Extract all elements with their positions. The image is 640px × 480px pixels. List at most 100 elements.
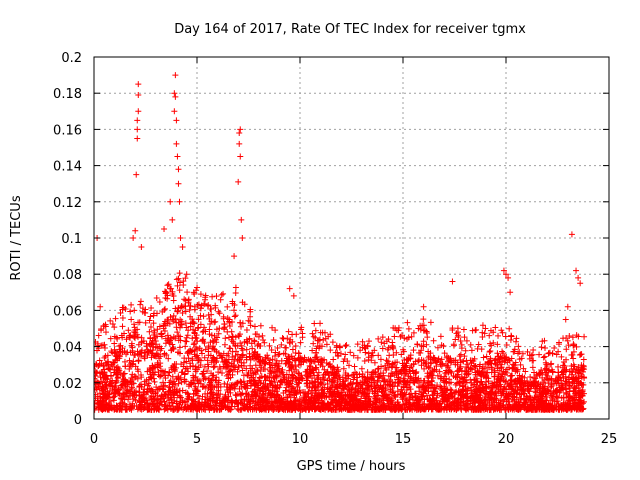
data-point [454, 374, 461, 381]
data-point [192, 383, 199, 390]
data-point [195, 378, 202, 385]
data-point [175, 380, 182, 387]
data-point [216, 363, 223, 370]
data-point [399, 395, 406, 402]
data-point [316, 399, 323, 406]
data-point [190, 362, 197, 369]
data-point [189, 397, 196, 404]
data-point [190, 391, 197, 398]
data-point [431, 388, 438, 395]
data-point [581, 398, 588, 405]
data-point [140, 394, 147, 401]
data-point [234, 368, 241, 375]
data-point [106, 366, 113, 373]
data-point [229, 354, 236, 361]
y-axis-title: ROTI / TECUs [9, 195, 24, 280]
data-point [575, 364, 582, 371]
data-point [313, 366, 320, 373]
data-point [170, 318, 177, 325]
data-point [215, 330, 222, 337]
data-point [521, 399, 528, 406]
data-point [306, 398, 313, 405]
data-point [527, 398, 534, 405]
data-point [278, 368, 285, 375]
data-point [278, 357, 285, 364]
data-point [400, 377, 407, 384]
data-point [494, 359, 501, 366]
data-point [408, 362, 415, 369]
data-point [508, 391, 515, 398]
data-point [269, 391, 276, 398]
data-point [215, 369, 222, 376]
data-point [196, 345, 203, 352]
data-point [173, 361, 180, 368]
data-point [456, 379, 463, 386]
data-point [562, 381, 569, 388]
data-point [114, 364, 121, 371]
data-point [286, 391, 293, 398]
data-point [412, 358, 419, 365]
data-point [96, 361, 103, 368]
data-point [339, 380, 346, 387]
data-point [359, 373, 366, 380]
data-point [549, 396, 556, 403]
data-point [389, 363, 396, 370]
data-point [395, 370, 402, 377]
data-point [503, 378, 510, 385]
data-point [135, 358, 142, 365]
data-point [237, 378, 244, 385]
data-point [430, 384, 437, 391]
data-point [338, 389, 345, 396]
x-tick-label: 10 [292, 432, 309, 447]
data-point [556, 389, 563, 396]
data-point [349, 406, 356, 413]
data-point [187, 313, 194, 320]
data-point [182, 308, 189, 315]
data-point [200, 338, 207, 345]
data-point [253, 405, 260, 412]
data-point [382, 365, 389, 372]
data-point [271, 375, 278, 382]
data-point [204, 390, 211, 397]
data-point [394, 359, 401, 366]
data-point [542, 397, 549, 404]
data-point [403, 382, 410, 389]
data-point [169, 316, 176, 323]
data-point [97, 374, 104, 381]
data-point [107, 382, 114, 389]
data-point [459, 391, 466, 398]
data-point [170, 344, 177, 351]
data-point [162, 375, 169, 382]
data-point [417, 384, 424, 391]
y-tick-label: 0.04 [53, 341, 82, 356]
data-point [141, 398, 148, 405]
data-point [349, 372, 356, 379]
data-point [500, 377, 507, 384]
y-tick-label: 0.18 [53, 87, 82, 102]
data-point [464, 361, 471, 368]
data-point [141, 355, 148, 362]
y-tick-label: 0.2 [61, 51, 82, 66]
data-point [176, 344, 183, 351]
data-point [222, 404, 229, 411]
y-tick-label: 0.16 [53, 123, 82, 138]
data-point [444, 386, 451, 393]
data-point [199, 393, 206, 400]
data-point [172, 335, 179, 342]
data-point [391, 392, 398, 399]
data-point [415, 375, 422, 382]
data-point [508, 383, 515, 390]
data-point [361, 390, 368, 397]
y-tick-label: 0.1 [61, 232, 82, 247]
data-point [398, 406, 405, 413]
data-point [483, 383, 490, 390]
data-point [218, 369, 225, 376]
data-point [94, 372, 99, 379]
data-point [211, 332, 218, 339]
data-point [174, 329, 181, 336]
x-tick-label: 5 [193, 432, 201, 447]
data-point [206, 331, 213, 338]
data-point [578, 373, 585, 380]
data-point [190, 396, 197, 403]
data-point [206, 375, 213, 382]
